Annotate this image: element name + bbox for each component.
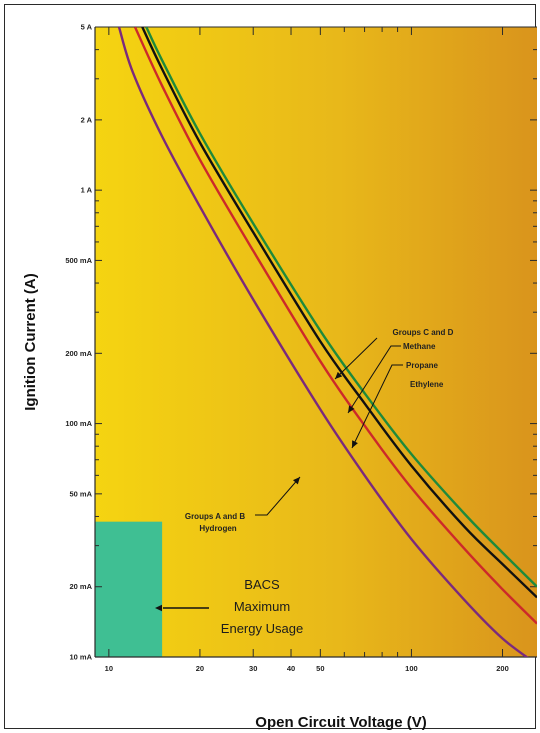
x-tick-label: 50 bbox=[316, 664, 324, 673]
chart-svg: 5 A 2 A 1 A 500 mA 200 mA 100 mA 50 mA 20 mA 10 … bbox=[22, 23, 537, 730]
plot-area bbox=[95, 27, 537, 657]
callout-arrowhead bbox=[348, 405, 355, 413]
y-tick-label: 1 A bbox=[81, 186, 93, 195]
label-groups-c-d: Groups C and D bbox=[393, 328, 454, 337]
bacs-note-line: Energy Usage bbox=[221, 621, 303, 636]
x-tick-label: 20 bbox=[196, 664, 204, 673]
y-axis-title: Ignition Current (A) bbox=[22, 273, 39, 410]
callout-arrowhead bbox=[155, 604, 162, 612]
curve-propane bbox=[141, 27, 537, 599]
leader-ethylene bbox=[351, 364, 403, 449]
x-tick-label: 200 bbox=[496, 664, 509, 673]
curve-hydrogen bbox=[117, 27, 529, 657]
y-tick-label: 20 mA bbox=[69, 582, 92, 591]
x-tick-label: 100 bbox=[405, 664, 418, 673]
y-tick-label: 10 mA bbox=[69, 653, 92, 662]
callout-arrowhead bbox=[352, 440, 358, 448]
label-propane: Propane bbox=[406, 361, 439, 370]
y-tick-label: 100 mA bbox=[65, 419, 92, 428]
leader-hydrogen bbox=[255, 476, 301, 516]
leader-propane bbox=[347, 345, 401, 414]
x-tick-label: 40 bbox=[287, 664, 295, 673]
y-tick-label: 500 mA bbox=[65, 256, 92, 265]
y-tick-label: 2 A bbox=[81, 115, 93, 124]
label-groups-a-b: Groups A and B bbox=[185, 512, 246, 521]
curve-ethylene bbox=[133, 27, 537, 625]
chart-frame: 5 A 2 A 1 A 500 mA 200 mA 100 mA 50 mA 20 mA 10 … bbox=[4, 4, 537, 730]
label-methane: Methane bbox=[403, 342, 436, 351]
callout-arrowhead bbox=[292, 477, 300, 485]
label-hydrogen: Hydrogen bbox=[199, 524, 236, 533]
y-tick-label: 50 mA bbox=[69, 489, 92, 498]
label-ethylene: Ethylene bbox=[410, 380, 444, 389]
x-tick-label: 10 bbox=[105, 664, 113, 673]
x-axis-title: Open Circuit Voltage (V) bbox=[255, 714, 426, 730]
bacs-note-line: Maximum bbox=[234, 599, 290, 614]
bacs-note-line: BACS bbox=[244, 577, 280, 592]
leader-methane bbox=[334, 337, 378, 380]
callout-arrowhead bbox=[335, 371, 343, 379]
curve-methane bbox=[145, 27, 537, 588]
y-tick-label: 5 A bbox=[81, 23, 93, 32]
bacs-region bbox=[95, 521, 163, 657]
x-tick-label: 30 bbox=[249, 664, 257, 673]
y-tick-label: 200 mA bbox=[65, 349, 92, 358]
